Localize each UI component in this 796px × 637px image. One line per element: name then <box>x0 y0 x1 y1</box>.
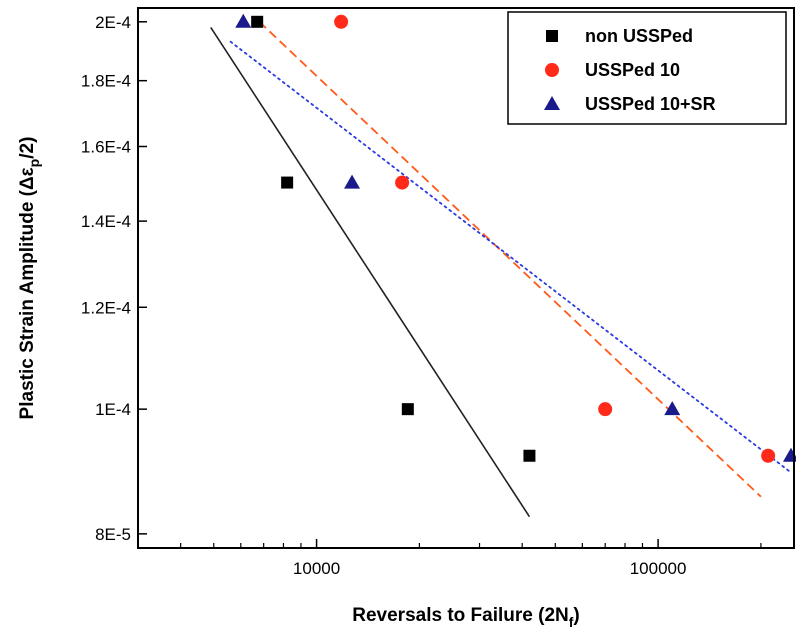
fit-lines <box>210 21 791 518</box>
fit-line-series-3 <box>229 40 791 473</box>
data-point-series-2 <box>395 175 410 190</box>
data-point-series-3 <box>783 447 796 462</box>
legend-marker-series-2 <box>545 63 559 77</box>
y-tick-label: 1.6E-4 <box>81 137 131 156</box>
data-point-series-1 <box>251 15 264 28</box>
y-tick-label: 1E-4 <box>95 400 131 419</box>
y-tick-label: 1.8E-4 <box>81 72 131 91</box>
legend-label-series-2: USSPed 10 <box>585 60 680 80</box>
legend-marker-series-3 <box>544 96 560 110</box>
legend-marker-series-1 <box>546 30 558 42</box>
legend-label-series-3: USSPed 10+SR <box>585 94 716 114</box>
data-point-series-1 <box>281 176 294 189</box>
y-axis-title: Plastic Strain Amplitude (Δεp/2) <box>17 137 42 420</box>
plot-frame <box>137 7 795 549</box>
data-point-series-3 <box>664 401 681 416</box>
y-tick-label: 8E-5 <box>95 525 131 544</box>
legend-label-series-1: non USSPed <box>585 26 693 46</box>
x-tick-label: 10000 <box>293 559 340 578</box>
fit-line-series-2 <box>258 21 762 498</box>
y-tick-label: 2E-4 <box>95 13 131 32</box>
data-point-series-2 <box>334 14 349 29</box>
y-tick-label: 1.4E-4 <box>81 212 131 231</box>
y-axis-ticks: 8E-5 1E-4 1.2E-4 1.4E-4 1.6E-4 1.8E-4 2E-4 <box>81 13 147 544</box>
y-tick-label: 1.2E-4 <box>81 298 131 317</box>
x-axis-title: Reversals to Failure (2Nf) <box>352 605 579 630</box>
legend: non USSPed USSPed 10 USSPed 10+SR <box>507 11 787 125</box>
data-point-series-2 <box>761 448 776 463</box>
data-point-series-1 <box>401 403 414 416</box>
data-point-series-3 <box>235 13 252 28</box>
data-point-series-2 <box>598 402 613 417</box>
data-point-series-1 <box>523 449 536 462</box>
data-point-series-3 <box>344 174 361 189</box>
data-markers <box>235 13 796 463</box>
fit-line-series-1 <box>210 26 531 518</box>
x-tick-label: 100000 <box>630 559 687 578</box>
x-axis-ticks: 10000 100000 <box>137 539 762 578</box>
